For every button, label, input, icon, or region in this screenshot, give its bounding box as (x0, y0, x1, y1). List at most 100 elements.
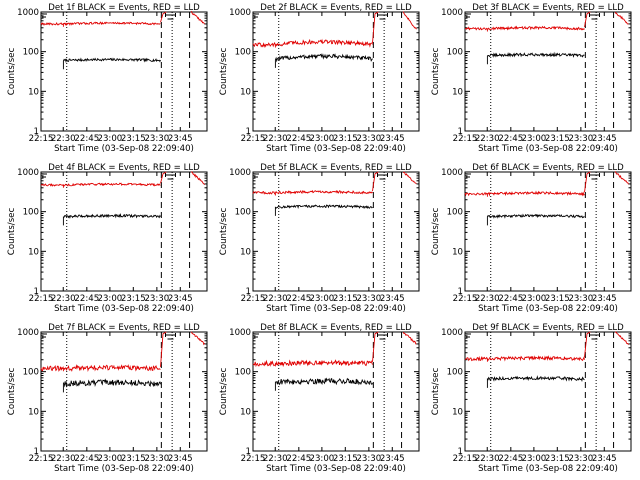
x-tick-label: 22:15 (453, 454, 478, 464)
x-axis-label: Start Time (03-Sep-08 22:09:40) (54, 144, 194, 154)
x-tick-label: 23:15 (121, 294, 146, 304)
x-tick-label: 22:15 (241, 134, 266, 144)
x-tick-label: 23:00 (97, 454, 122, 464)
interval-bracket-marker (165, 333, 176, 340)
interval-bracket-marker (165, 173, 176, 180)
lld-rate-decay (614, 11, 629, 25)
x-tick-label: 22:45 (286, 454, 311, 464)
lld-rate-decay (614, 331, 629, 345)
x-tick-label: 23:30 (568, 294, 593, 304)
panel-title: Det 1f BLACK = Events, RED = LLD (48, 3, 200, 13)
x-tick-label: 23:15 (333, 134, 358, 144)
y-tick-label: 1000 (441, 8, 463, 18)
lld-rate-series-early (252, 41, 276, 48)
interval-bracket-marker (377, 173, 388, 180)
detector-panel-5: Det 5f BLACK = Events, RED = LLD 1 10 100 10… (219, 163, 420, 314)
x-tick-label: 23:00 (97, 294, 122, 304)
events-rate-series (274, 377, 373, 391)
lld-rate-series (486, 25, 585, 32)
detector-panel-2: Det 2f BLACK = Events, RED = LLD 1 10 100 10… (219, 3, 420, 154)
lld-rate-decay (190, 10, 205, 25)
plot-frame (252, 11, 420, 132)
x-tick-label: 23:45 (168, 454, 193, 464)
interval-bracket-marker (589, 333, 600, 340)
y-tick-label: 10 (28, 87, 39, 97)
events-rate-series (62, 213, 161, 226)
y-tick-label: 10 (240, 407, 251, 417)
lld-rate-series (62, 182, 161, 188)
x-tick-label: 23:30 (144, 294, 169, 304)
x-tick-label: 22:30 (263, 294, 288, 304)
corner-tick-marker (254, 13, 259, 18)
lld-rate-rise (160, 171, 167, 184)
plot-frame (252, 171, 420, 292)
x-tick-label: 22:30 (475, 134, 500, 144)
y-tick-label: 1000 (17, 8, 39, 18)
x-tick-label: 23:30 (356, 454, 381, 464)
events-rate-series (486, 213, 585, 226)
detector-panel-8: Det 8f BLACK = Events, RED = LLD 1 10 100 10… (219, 323, 420, 474)
corner-tick-marker (42, 333, 47, 338)
x-tick-label: 23:15 (121, 134, 146, 144)
lld-rate-series-early (464, 26, 488, 31)
y-tick-label: 1000 (17, 168, 39, 178)
y-tick-label: 10 (452, 407, 463, 417)
panel-title: Det 9f BLACK = Events, RED = LLD (472, 323, 624, 333)
x-axis-label: Start Time (03-Sep-08 22:09:40) (54, 464, 194, 474)
detector-panel-6: Det 6f BLACK = Events, RED = LLD 1 10 100 10… (431, 163, 632, 314)
y-tick-label: 10 (28, 407, 39, 417)
interval-bracket-marker (165, 13, 176, 20)
x-axis-label: Start Time (03-Sep-08 22:09:40) (54, 304, 194, 314)
lld-rate-rise (372, 11, 379, 44)
y-axis-label: Counts/sec (219, 48, 229, 96)
lld-rate-series-early (40, 183, 64, 187)
y-tick-label: 1 (246, 287, 251, 297)
y-tick-label: 1000 (17, 328, 39, 338)
y-tick-label: 100 (23, 48, 39, 58)
x-tick-label: 23:00 (309, 294, 334, 304)
y-tick-label: 1000 (229, 8, 251, 18)
lld-rate-rise (372, 331, 379, 362)
lld-rate-series-early (464, 192, 488, 197)
events-rate-series (62, 378, 161, 393)
corner-tick-marker (466, 13, 471, 18)
y-tick-label: 1000 (229, 168, 251, 178)
lld-rate-decay (402, 331, 417, 345)
lld-rate-series (274, 38, 373, 48)
x-tick-label: 22:45 (74, 294, 99, 304)
interval-bracket-marker (589, 173, 600, 180)
y-tick-label: 1 (458, 287, 463, 297)
lld-rate-decay (190, 331, 205, 346)
y-axis-label: Counts/sec (219, 368, 229, 416)
lld-rate-series (62, 364, 161, 372)
y-axis-label: Counts/sec (431, 48, 441, 96)
y-tick-label: 10 (28, 247, 39, 257)
y-tick-label: 100 (235, 48, 251, 58)
interval-bracket-marker (589, 13, 600, 20)
y-axis-label: Counts/sec (431, 368, 441, 416)
x-axis-label: Start Time (03-Sep-08 22:09:40) (478, 144, 618, 154)
x-tick-label: 22:30 (51, 454, 76, 464)
y-tick-label: 10 (240, 87, 251, 97)
x-tick-label: 22:45 (498, 454, 523, 464)
x-tick-label: 23:45 (168, 134, 193, 144)
x-tick-label: 23:00 (521, 454, 546, 464)
x-tick-label: 23:45 (380, 454, 405, 464)
y-tick-label: 1 (246, 447, 251, 457)
panel-title: Det 5f BLACK = Events, RED = LLD (260, 163, 412, 173)
lld-rate-rise (584, 11, 591, 28)
lld-rate-rise (372, 171, 379, 192)
y-tick-label: 1 (34, 127, 39, 137)
panel-title: Det 4f BLACK = Events, RED = LLD (48, 163, 200, 173)
x-axis-label: Start Time (03-Sep-08 22:09:40) (478, 464, 618, 474)
x-axis-label: Start Time (03-Sep-08 22:09:40) (266, 144, 406, 154)
corner-tick-marker (42, 13, 47, 18)
lld-rate-decay (402, 171, 417, 184)
corner-tick-marker (254, 173, 259, 178)
x-tick-label: 23:00 (521, 134, 546, 144)
x-tick-label: 23:30 (356, 134, 381, 144)
x-tick-label: 22:45 (74, 454, 99, 464)
detector-panel-7: Det 7f BLACK = Events, RED = LLD 1 10 100 10… (7, 323, 208, 474)
x-tick-label: 22:30 (263, 134, 288, 144)
